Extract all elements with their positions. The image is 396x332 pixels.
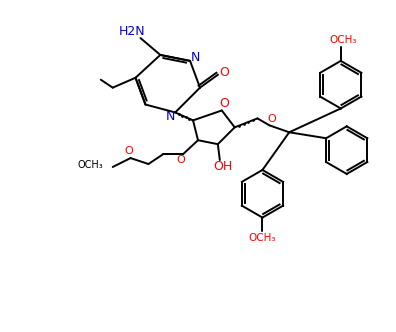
Text: OCH₃: OCH₃ bbox=[329, 35, 356, 45]
Text: O: O bbox=[124, 146, 133, 156]
Text: OH: OH bbox=[213, 160, 232, 174]
Text: N: N bbox=[166, 110, 175, 123]
Text: N: N bbox=[190, 51, 200, 64]
Text: OCH₃: OCH₃ bbox=[249, 233, 276, 243]
Text: OCH₃: OCH₃ bbox=[77, 160, 103, 170]
Text: H2N: H2N bbox=[119, 25, 146, 38]
Text: O: O bbox=[267, 115, 276, 124]
Text: O: O bbox=[177, 155, 185, 165]
Text: O: O bbox=[219, 66, 229, 79]
Text: O: O bbox=[219, 97, 229, 110]
